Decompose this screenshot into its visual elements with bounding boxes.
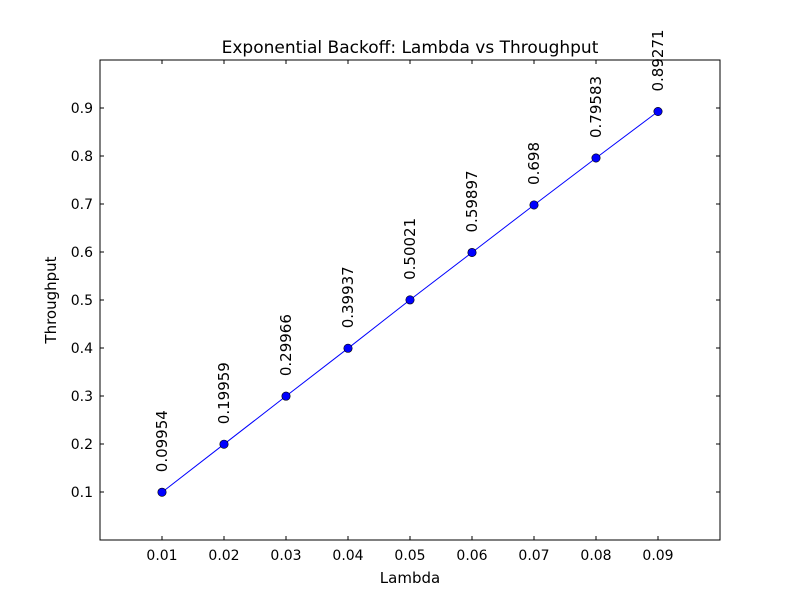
y-tick-label: 0.4 — [71, 341, 93, 357]
data-label: 0.29966 — [277, 314, 295, 376]
ticks-layer: 0.01 0.02 0.03 0.04 0.05 0.06 0.07 0.08 0.09 0.1 0… — [71, 60, 720, 564]
x-tick-label: 0.05 — [394, 548, 425, 564]
data-label: 0.19959 — [215, 362, 233, 424]
plot-frame — [99, 59, 721, 541]
x-tick-label: 0.03 — [270, 548, 301, 564]
y-axis-label: Throughput — [42, 256, 60, 344]
x-tick-label: 0.01 — [146, 548, 177, 564]
x-tick-label: 0.04 — [332, 548, 363, 564]
y-tick-label: 0.8 — [71, 149, 93, 165]
data-point — [405, 295, 415, 305]
data-label: 0.698 — [525, 142, 543, 185]
data-label: 0.50021 — [401, 218, 419, 280]
y-tick-label: 0.2 — [71, 437, 93, 453]
data-point — [467, 247, 477, 257]
data-label: 0.39937 — [339, 266, 357, 328]
series-layer — [157, 106, 663, 497]
data-point — [343, 343, 353, 353]
x-tick-label: 0.07 — [518, 548, 549, 564]
x-tick-label: 0.08 — [580, 548, 611, 564]
x-tick-label: 0.02 — [208, 548, 239, 564]
data-label: 0.59897 — [463, 170, 481, 232]
x-tick-label: 0.06 — [456, 548, 487, 564]
chart-title: Exponential Backoff: Lambda vs Throughpu… — [222, 38, 599, 58]
data-point — [219, 439, 229, 449]
y-tick-label: 0.3 — [71, 389, 93, 405]
y-tick-label: 0.1 — [71, 485, 93, 501]
y-tick-label: 0.6 — [71, 245, 93, 261]
data-point — [529, 200, 539, 210]
data-point — [591, 153, 601, 163]
y-tick-label: 0.9 — [71, 101, 93, 117]
data-label: 0.79583 — [587, 76, 605, 138]
data-point — [281, 391, 291, 401]
data-labels-layer: 0.09954 0.19959 0.29966 0.39937 0.50021 0.598… — [153, 29, 667, 472]
data-point — [157, 487, 167, 497]
data-point — [653, 106, 663, 116]
y-tick-label: 0.5 — [71, 293, 93, 309]
x-axis-label: Lambda — [380, 569, 440, 587]
y-tick-label: 0.7 — [71, 197, 93, 213]
x-tick-label: 0.09 — [642, 548, 673, 564]
data-label: 0.09954 — [153, 410, 171, 472]
